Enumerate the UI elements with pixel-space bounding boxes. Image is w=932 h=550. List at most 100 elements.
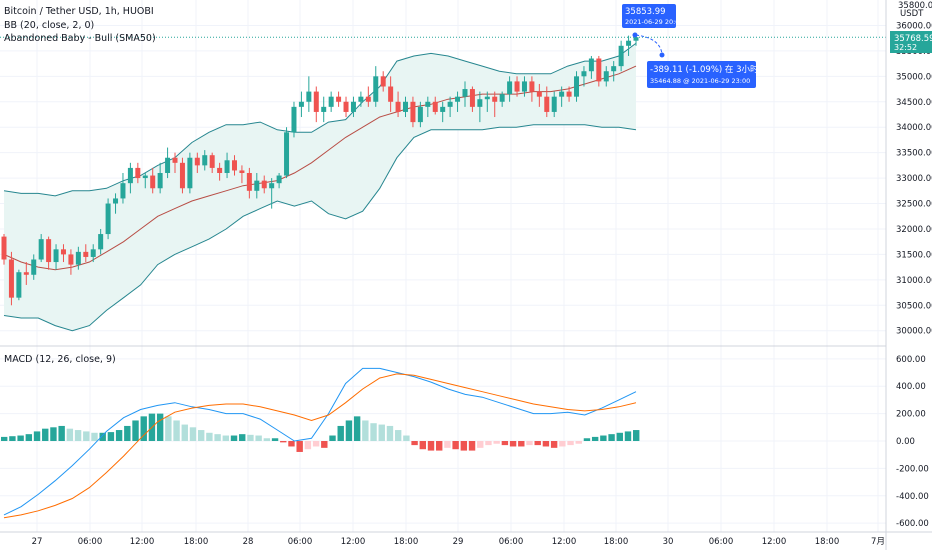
candle-body <box>46 239 52 263</box>
macd-histogram-bar <box>222 435 230 441</box>
measure-tool[interactable]: -389.11 (-1.09%) 在 3小时 35464.88 @ 2021-0… <box>635 34 759 88</box>
high-price-tooltip[interactable]: 35853.99 2021-06-29 20:00 <box>622 4 684 38</box>
macd-histogram-bar <box>239 434 246 441</box>
candle <box>105 198 111 240</box>
candle-body <box>521 81 527 92</box>
candle-body <box>388 86 394 102</box>
candle <box>626 35 632 56</box>
candle-body <box>603 71 609 82</box>
candle-body <box>53 249 59 263</box>
macd-histogram-bar <box>321 441 328 448</box>
macd-histogram-bar <box>378 424 385 441</box>
legend-abandoned-baby[interactable]: Abandoned Baby - Bull (SMA50) <box>4 33 156 44</box>
candle-body <box>395 101 401 112</box>
signal-line <box>3 373 637 519</box>
candle <box>53 244 59 270</box>
macd-tick-label: -400.00 <box>896 492 929 502</box>
legend-macd[interactable]: MACD (12, 26, close, 9) <box>4 354 116 365</box>
candle <box>440 101 446 123</box>
candle-body <box>588 58 594 72</box>
macd-histogram-bar <box>9 436 16 441</box>
macd-histogram-bar <box>608 434 615 441</box>
candle-body <box>410 101 416 123</box>
macd-histogram-bar <box>534 441 541 446</box>
last-price-value: 35768.59 <box>894 34 932 44</box>
price-tick-label: 32500.00 <box>896 200 932 210</box>
price-tick-label: 35000.00 <box>896 72 932 82</box>
candle <box>410 96 416 128</box>
macd-histogram-bar <box>633 430 640 441</box>
candle-body <box>343 101 349 112</box>
time-tick-label: 7月 <box>871 537 885 547</box>
macd-histogram-bar <box>345 420 353 441</box>
candle-body <box>581 71 587 77</box>
time-axis-ticks[interactable]: 27 06:00 12:00 18:00 28 06:00 12:00 18:00 29 06:0… <box>32 537 885 547</box>
candle <box>60 244 66 263</box>
candle <box>559 86 565 107</box>
candle <box>373 66 379 107</box>
candle <box>447 96 453 118</box>
price-axis-ticks[interactable]: 36000.0035500.0035000.0034500.0034000.00… <box>896 21 932 336</box>
candle <box>254 173 260 199</box>
macd-histogram-bar <box>296 441 303 452</box>
candle <box>529 76 535 102</box>
candle-body <box>8 259 14 298</box>
candle <box>68 249 74 275</box>
bar-countdown: 32:52 <box>894 43 917 52</box>
macd-histogram-bar <box>271 438 279 441</box>
candle <box>90 244 96 263</box>
macd-histogram-bar <box>567 441 574 446</box>
macd-histogram-bar <box>329 435 336 441</box>
time-tick-label: 06:00 <box>288 537 313 547</box>
candle <box>135 162 141 184</box>
candle <box>514 76 520 97</box>
candle <box>566 86 572 102</box>
macd-histogram-bar <box>337 425 344 441</box>
macd-histogram-bar <box>493 441 500 444</box>
macd-histogram-bar <box>74 430 82 441</box>
price-tick-label: 30000.00 <box>896 327 932 337</box>
time-tick-label: 18:00 <box>604 537 629 547</box>
time-tick-label: 28 <box>243 537 254 547</box>
macd-histogram-bar <box>559 441 566 447</box>
candle-body <box>611 66 617 72</box>
candle <box>321 96 327 123</box>
macd-histogram-bar <box>42 428 49 441</box>
candle <box>417 101 423 128</box>
time-tick-label: 06:00 <box>78 537 103 547</box>
candle-body <box>98 234 104 250</box>
macd-axis-ticks[interactable]: 600.00 400.00 200.00 0.00 -200.00 -400.00 -600… <box>896 355 929 529</box>
macd-histogram-bar <box>50 427 57 441</box>
candle-body <box>373 76 379 102</box>
macd-histogram-bar <box>509 441 517 447</box>
candle-body <box>544 96 550 112</box>
price-tick-label: 33000.00 <box>896 174 932 184</box>
candle-body <box>276 175 282 184</box>
high-price-time: 2021-06-29 20:00 <box>625 18 684 26</box>
macd-histogram-bar <box>25 434 33 441</box>
candle-body <box>254 180 260 191</box>
legend-symbol[interactable]: Bitcoin / Tether USD, 1h, HUOBI <box>4 6 154 17</box>
macd-histogram-bar <box>156 413 164 441</box>
candle <box>38 234 44 263</box>
candle-body <box>291 106 297 133</box>
macd-histogram-bar <box>230 435 238 441</box>
candle-body <box>455 96 461 102</box>
macd-histogram-bar <box>624 431 632 441</box>
candle-body <box>336 96 342 102</box>
candle <box>127 162 133 194</box>
candle <box>23 262 29 285</box>
candle <box>172 152 178 173</box>
macd-histogram-bar <box>132 420 139 441</box>
price-tick-label: 31000.00 <box>896 276 932 286</box>
macd-histogram-bar <box>197 430 205 441</box>
legend-bollinger[interactable]: BB (20, close, 2, 0) <box>4 20 95 31</box>
candle <box>261 175 267 194</box>
candle <box>46 236 52 270</box>
macd-histogram-bar <box>419 441 426 450</box>
time-tick-label: 12:00 <box>552 537 577 547</box>
macd-histogram-bar <box>280 441 287 443</box>
measure-endpoint <box>659 52 665 58</box>
measure-change: -389.11 (-1.09%) 在 3小时 <box>650 64 759 75</box>
